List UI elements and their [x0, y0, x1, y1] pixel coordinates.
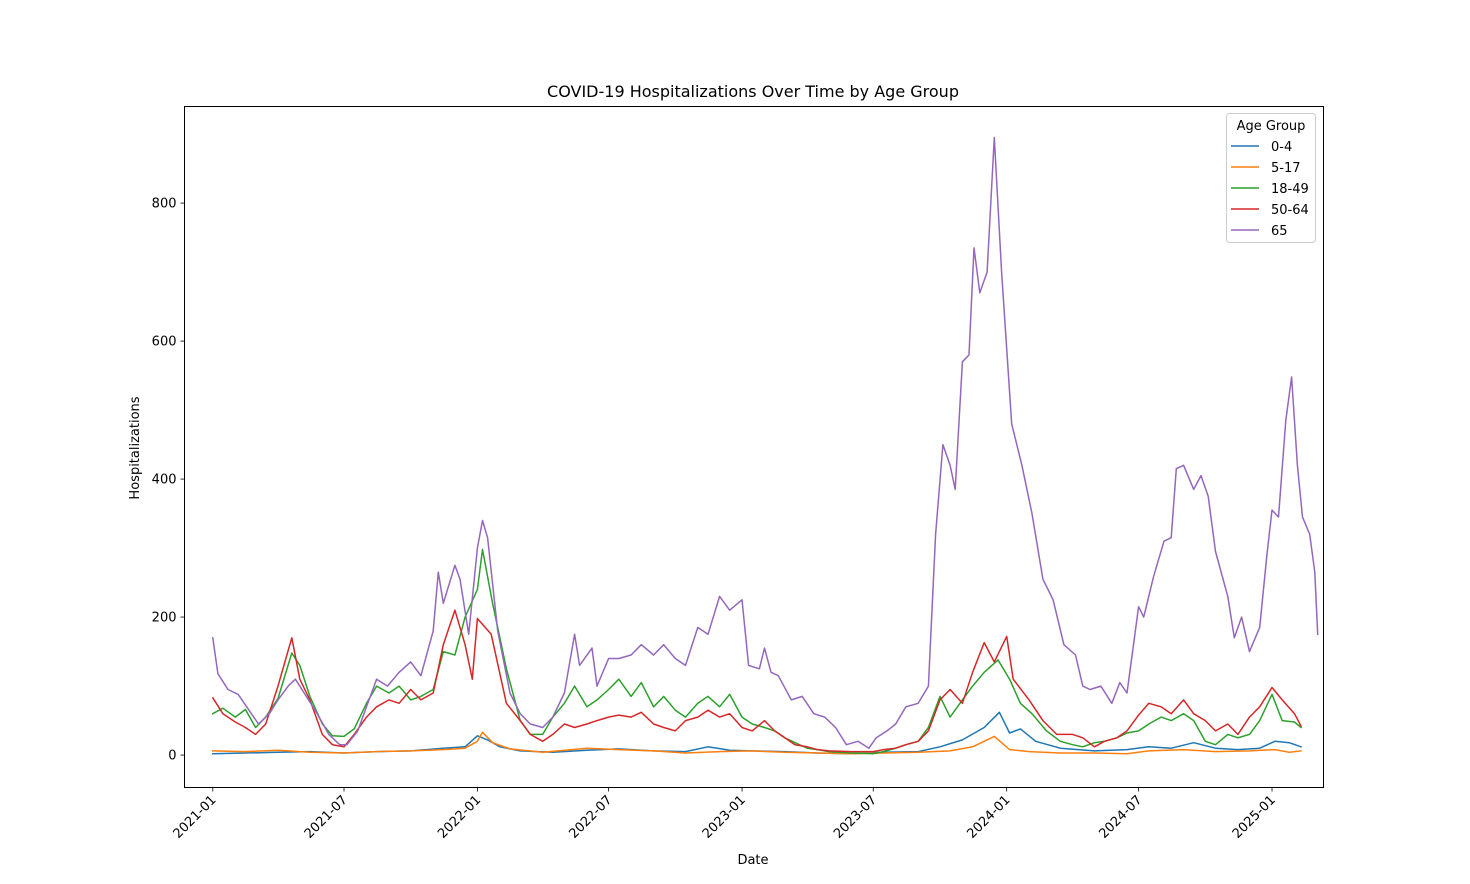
series-line-4 [211, 136, 1319, 749]
y-axis-title: Hospitalizations [128, 396, 143, 499]
chart-title: COVID-19 Hospitalizations Over Time by A… [547, 82, 959, 101]
x-axis-title: Date [737, 853, 768, 868]
plot-frame [184, 106, 1324, 788]
legend-label-0: 0-4 [1271, 140, 1292, 155]
y-tick-label: 600 [152, 335, 177, 350]
legend-items: 0-4 5-17 18-49 50-64 65 [1231, 140, 1309, 239]
series-line-2 [211, 548, 1303, 755]
y-axis: 0 200 400 600 800 [152, 197, 185, 764]
legend-label-1: 5-17 [1271, 161, 1301, 176]
legend-label-4: 65 [1271, 224, 1288, 239]
legend-title: Age Group [1237, 119, 1306, 134]
y-tick-label: 400 [152, 473, 177, 488]
y-tick-label: 200 [152, 611, 177, 626]
series-line-3 [211, 609, 1303, 753]
y-tick-label: 0 [168, 749, 176, 764]
series-layer [211, 136, 1319, 755]
legend: Age Group 0-4 5-17 18-49 50-64 65 [1226, 113, 1316, 243]
legend-label-3: 50-64 [1271, 203, 1309, 218]
y-tick-label: 800 [152, 197, 177, 212]
series-line-1 [212, 731, 1302, 755]
legend-label-2: 18-49 [1271, 182, 1309, 197]
